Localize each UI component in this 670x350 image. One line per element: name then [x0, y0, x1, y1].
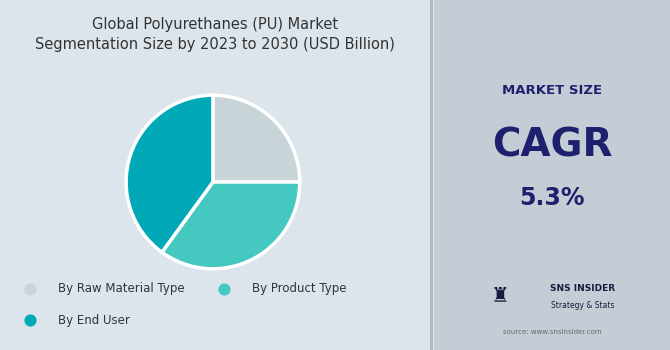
- Text: By Product Type: By Product Type: [252, 282, 346, 295]
- Text: Global Polyurethanes (PU) Market
Segmentation Size by 2023 to 2030 (USD Billion): Global Polyurethanes (PU) Market Segment…: [35, 18, 395, 52]
- Text: ♜: ♜: [491, 286, 510, 306]
- Text: Strategy & Stats: Strategy & Stats: [551, 301, 614, 310]
- Point: [25, 317, 36, 323]
- Text: SNS INSIDER: SNS INSIDER: [550, 284, 615, 293]
- Text: source: www.snsinsider.com: source: www.snsinsider.com: [502, 329, 602, 336]
- Text: By End User: By End User: [58, 314, 130, 327]
- Text: CAGR: CAGR: [492, 126, 612, 164]
- Point: [218, 286, 229, 292]
- Point: [25, 286, 36, 292]
- Text: MARKET SIZE: MARKET SIZE: [502, 84, 602, 98]
- Text: By Raw Material Type: By Raw Material Type: [58, 282, 185, 295]
- Text: 5.3%: 5.3%: [519, 186, 585, 210]
